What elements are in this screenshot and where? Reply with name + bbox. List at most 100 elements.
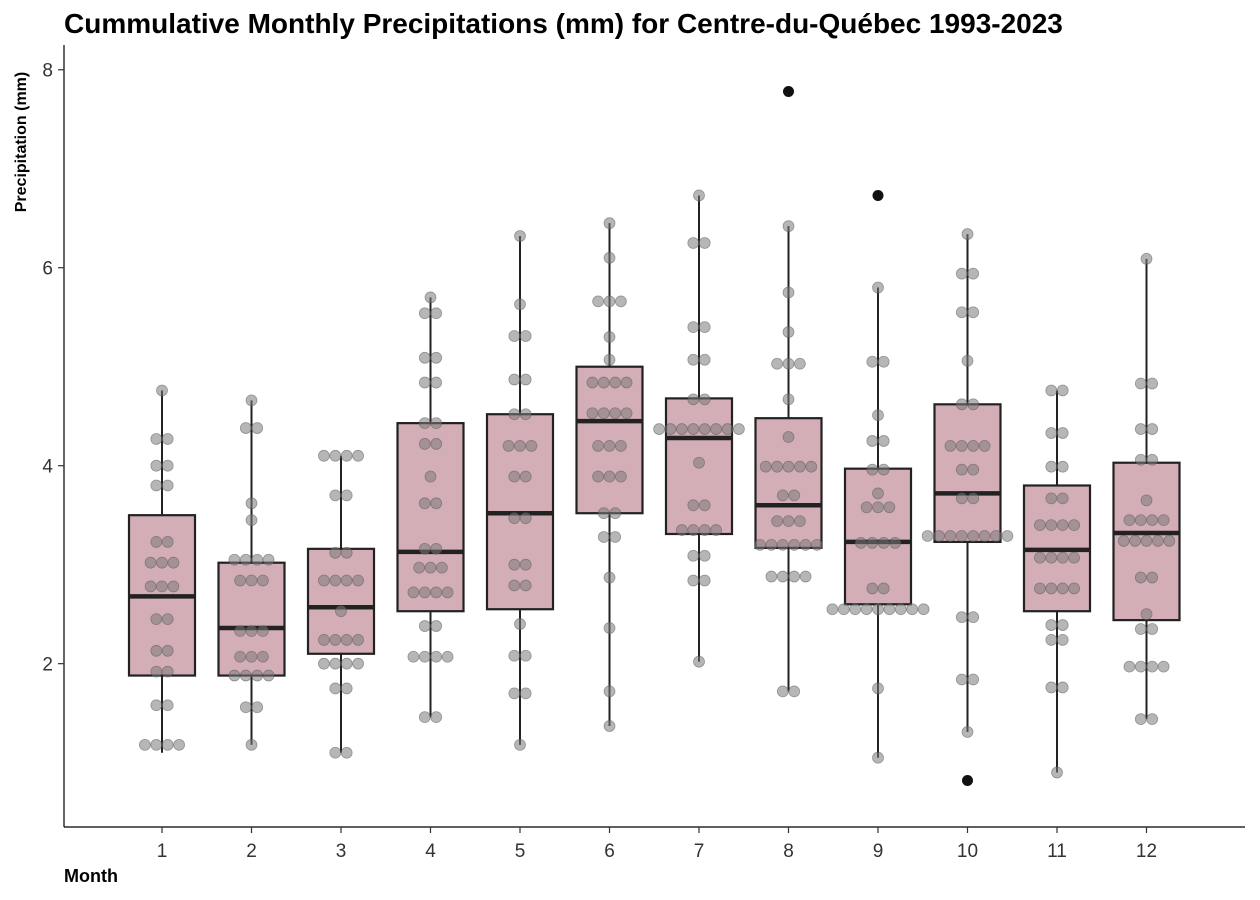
data-point — [955, 439, 968, 452]
data-point — [921, 530, 934, 542]
data-point — [955, 530, 968, 542]
data-point — [245, 394, 258, 407]
data-point — [352, 657, 365, 670]
data-point — [340, 546, 353, 559]
data-point — [592, 295, 604, 308]
data-point — [771, 460, 783, 473]
data-point — [1045, 681, 1058, 694]
data-point — [609, 407, 622, 420]
data-point — [961, 726, 974, 738]
data-point — [418, 586, 431, 599]
data-point — [967, 611, 980, 624]
data-point — [866, 463, 879, 476]
data-point — [1134, 713, 1147, 726]
data-point — [519, 687, 532, 700]
data-point — [776, 538, 789, 551]
data-point — [262, 553, 275, 566]
data-point — [877, 463, 890, 476]
data-point — [794, 515, 806, 528]
data-point — [597, 507, 610, 520]
data-point — [234, 625, 247, 637]
data-point — [418, 438, 431, 450]
data-point — [693, 189, 705, 202]
data-point — [340, 746, 353, 759]
data-point — [150, 644, 163, 657]
data-point — [933, 530, 945, 542]
data-point — [794, 357, 806, 370]
data-point — [917, 603, 930, 616]
data-point — [407, 586, 420, 599]
data-point — [967, 398, 980, 411]
data-point — [430, 542, 443, 555]
data-point — [228, 669, 241, 682]
data-point — [519, 330, 532, 342]
data-point — [826, 603, 839, 616]
data-point — [653, 423, 665, 435]
x-tick-label: 3 — [336, 841, 347, 862]
data-point — [430, 711, 443, 724]
data-point — [245, 514, 258, 527]
data-point — [329, 682, 342, 695]
data-point — [352, 449, 365, 462]
data-point — [1056, 619, 1069, 631]
data-point — [245, 497, 258, 510]
data-point — [519, 512, 532, 525]
data-point — [1045, 460, 1058, 473]
data-point — [418, 542, 431, 555]
data-point — [1056, 582, 1069, 595]
data-point — [1134, 660, 1147, 673]
data-point — [967, 439, 980, 452]
data-point — [251, 701, 264, 714]
data-point — [430, 497, 443, 510]
data-point — [1068, 551, 1080, 564]
data-point — [161, 536, 174, 548]
data-point — [592, 470, 604, 483]
data-point — [1045, 582, 1058, 595]
box-iqr-rect — [575, 365, 644, 515]
x-tick-label: 9 — [873, 841, 884, 862]
data-point — [978, 530, 991, 542]
data-point — [1146, 514, 1159, 527]
data-point — [161, 665, 174, 678]
x-tick-label: 12 — [1136, 841, 1157, 862]
data-point — [234, 650, 247, 663]
data-point — [430, 417, 443, 430]
box-iqr-rect — [933, 403, 1002, 544]
data-point — [1045, 634, 1058, 646]
data-point — [877, 435, 890, 447]
data-point — [788, 489, 801, 502]
data-point — [519, 373, 532, 386]
data-point — [889, 537, 901, 549]
data-point — [430, 650, 443, 663]
data-point — [424, 561, 437, 574]
x-tick-label: 7 — [694, 841, 705, 862]
data-point — [150, 459, 163, 472]
data-point — [150, 433, 163, 445]
data-point — [508, 512, 521, 525]
data-point — [1157, 514, 1170, 527]
data-point — [782, 431, 795, 443]
data-point — [687, 393, 700, 406]
data-point — [967, 492, 980, 505]
data-point — [805, 460, 818, 473]
data-point — [508, 373, 521, 386]
data-point — [430, 620, 443, 632]
data-point — [161, 459, 174, 472]
data-point — [418, 376, 431, 389]
data-point — [508, 558, 521, 571]
data-point — [687, 353, 700, 366]
data-point — [799, 570, 812, 583]
data-point — [144, 580, 157, 593]
data-point — [156, 580, 168, 593]
data-point — [1051, 766, 1063, 779]
data-point — [340, 682, 353, 695]
data-point — [609, 507, 622, 520]
data-point — [586, 407, 599, 420]
data-point — [245, 574, 258, 587]
data-point — [329, 746, 342, 759]
data-point — [1056, 492, 1069, 505]
data-point — [251, 669, 264, 682]
data-point — [955, 398, 968, 411]
x-tick-label: 2 — [246, 841, 257, 862]
data-point — [418, 650, 431, 663]
